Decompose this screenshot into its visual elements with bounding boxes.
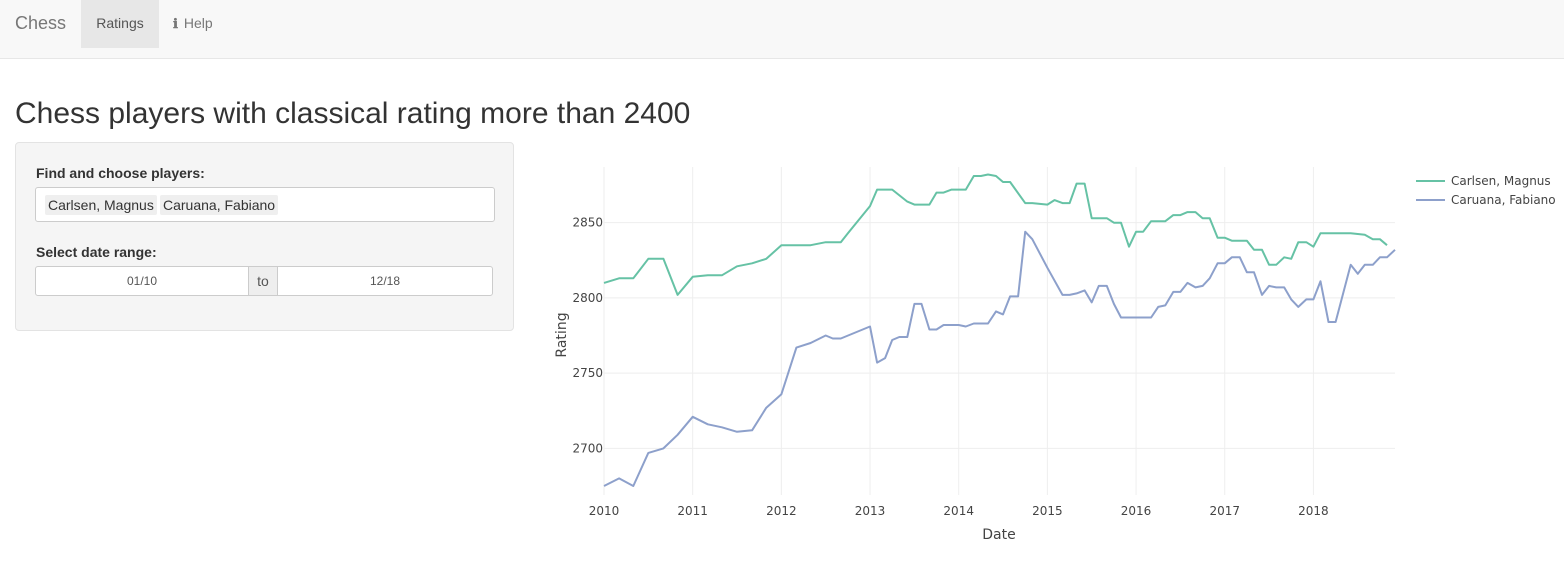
navbar: Chess Ratings ℹ Help	[0, 0, 1564, 59]
chart-ticks: 2010 2011 2012 2013 2014 2015 2016 2017 2018 2700…	[572, 216, 1328, 518]
x-tick-label: 2012	[766, 504, 797, 518]
x-tick-label: 2015	[1032, 504, 1063, 518]
y-tick-label: 2800	[572, 291, 603, 305]
x-tick-label: 2017	[1209, 504, 1240, 518]
x-tick-label: 2014	[943, 504, 974, 518]
legend-entry[interactable]: Carlsen, Magnus	[1451, 174, 1551, 188]
player-chip[interactable]: Caruana, Fabiano	[160, 195, 279, 215]
series-line-caruana[interactable]	[603, 230, 1396, 487]
legend-entry[interactable]: Caruana, Fabiano	[1451, 193, 1556, 207]
x-tick-label: 2011	[677, 504, 708, 518]
y-tick-label: 2700	[572, 441, 603, 455]
tab-ratings-label: Ratings	[96, 15, 144, 31]
series-line-carlsen[interactable]	[603, 173, 1388, 296]
player-chip[interactable]: Carlsen, Magnus	[45, 195, 157, 215]
navbar-brand[interactable]: Chess	[15, 13, 67, 33]
date-end-input[interactable]: 12/18	[277, 266, 493, 296]
x-tick-label: 2016	[1121, 504, 1152, 518]
date-start-input[interactable]: 01/10	[35, 266, 249, 296]
date-range-separator: to	[248, 266, 278, 296]
x-axis-title: Date	[982, 527, 1015, 543]
x-tick-label: 2010	[589, 504, 620, 518]
sidebar-panel: Find and choose players: Carlsen, Magnus…	[15, 142, 514, 331]
chart-grid	[603, 167, 1395, 495]
x-tick-label: 2018	[1298, 504, 1329, 518]
players-label: Find and choose players:	[36, 165, 205, 181]
players-select-input[interactable]: Carlsen, Magnus Caruana, Fabiano	[35, 187, 495, 222]
ratings-chart[interactable]: 2010 2011 2012 2013 2014 2015 2016 2017 2018 2700…	[540, 145, 1564, 555]
page-title: Chess players with classical rating more…	[15, 97, 691, 130]
y-tick-label: 2750	[572, 366, 603, 380]
tab-help[interactable]: ℹ Help	[173, 0, 213, 48]
x-tick-label: 2013	[855, 504, 886, 518]
tab-help-label: Help	[183, 15, 213, 31]
info-icon: ℹ	[173, 17, 178, 32]
date-range-input: 01/10 to 12/18	[35, 266, 493, 296]
y-axis-title: Rating	[554, 312, 570, 357]
chart-series	[603, 173, 1396, 487]
chart-legend: Carlsen, Magnus Caruana, Fabiano	[1416, 174, 1556, 207]
tab-ratings[interactable]: Ratings	[81, 0, 159, 48]
y-tick-label: 2850	[572, 216, 603, 230]
date-range-label: Select date range:	[36, 244, 157, 260]
